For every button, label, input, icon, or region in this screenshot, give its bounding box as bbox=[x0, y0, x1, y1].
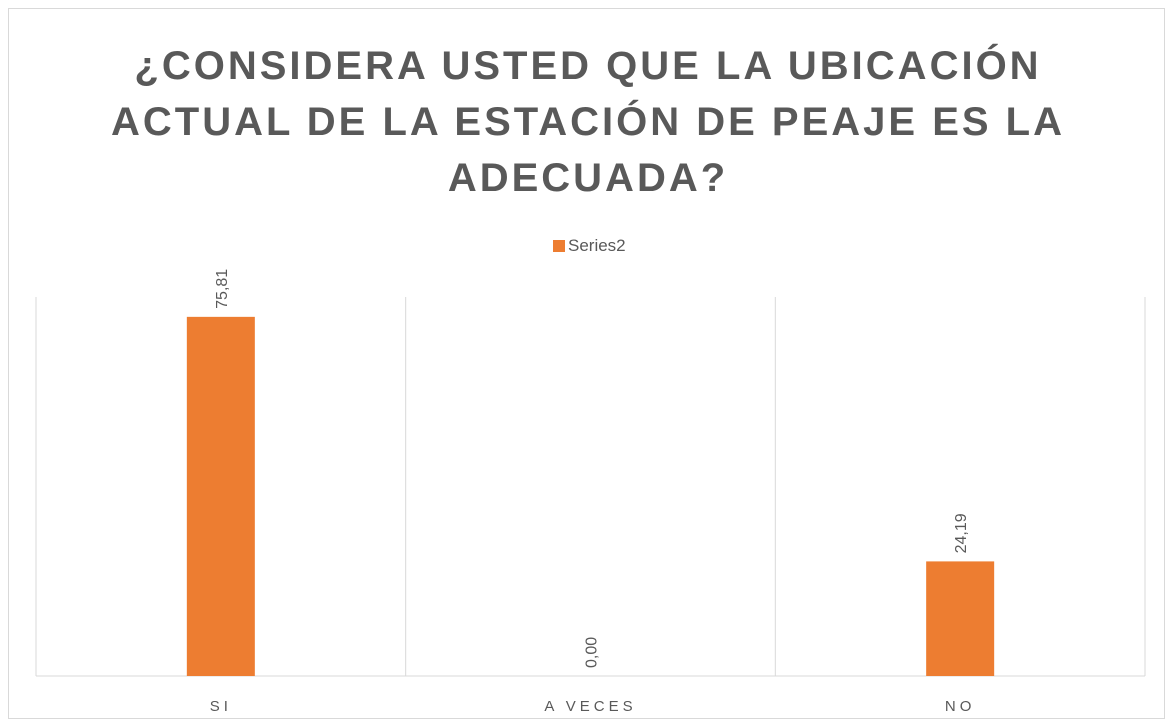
x-tick-label: SI bbox=[210, 698, 232, 715]
x-tick-label: NO bbox=[945, 698, 976, 715]
data-label: 0,00 bbox=[584, 637, 601, 668]
legend-swatch bbox=[553, 240, 565, 252]
data-label: 75,81 bbox=[214, 269, 231, 309]
bar bbox=[926, 561, 995, 676]
data-label: 24,19 bbox=[953, 513, 970, 553]
bar bbox=[186, 316, 255, 676]
legend-label: Series2 bbox=[568, 236, 626, 255]
chart-title: ¿CONSIDERA USTED QUE LA UBICACIÓN ACTUAL… bbox=[110, 44, 1065, 200]
x-tick-label: A VECES bbox=[544, 698, 636, 715]
